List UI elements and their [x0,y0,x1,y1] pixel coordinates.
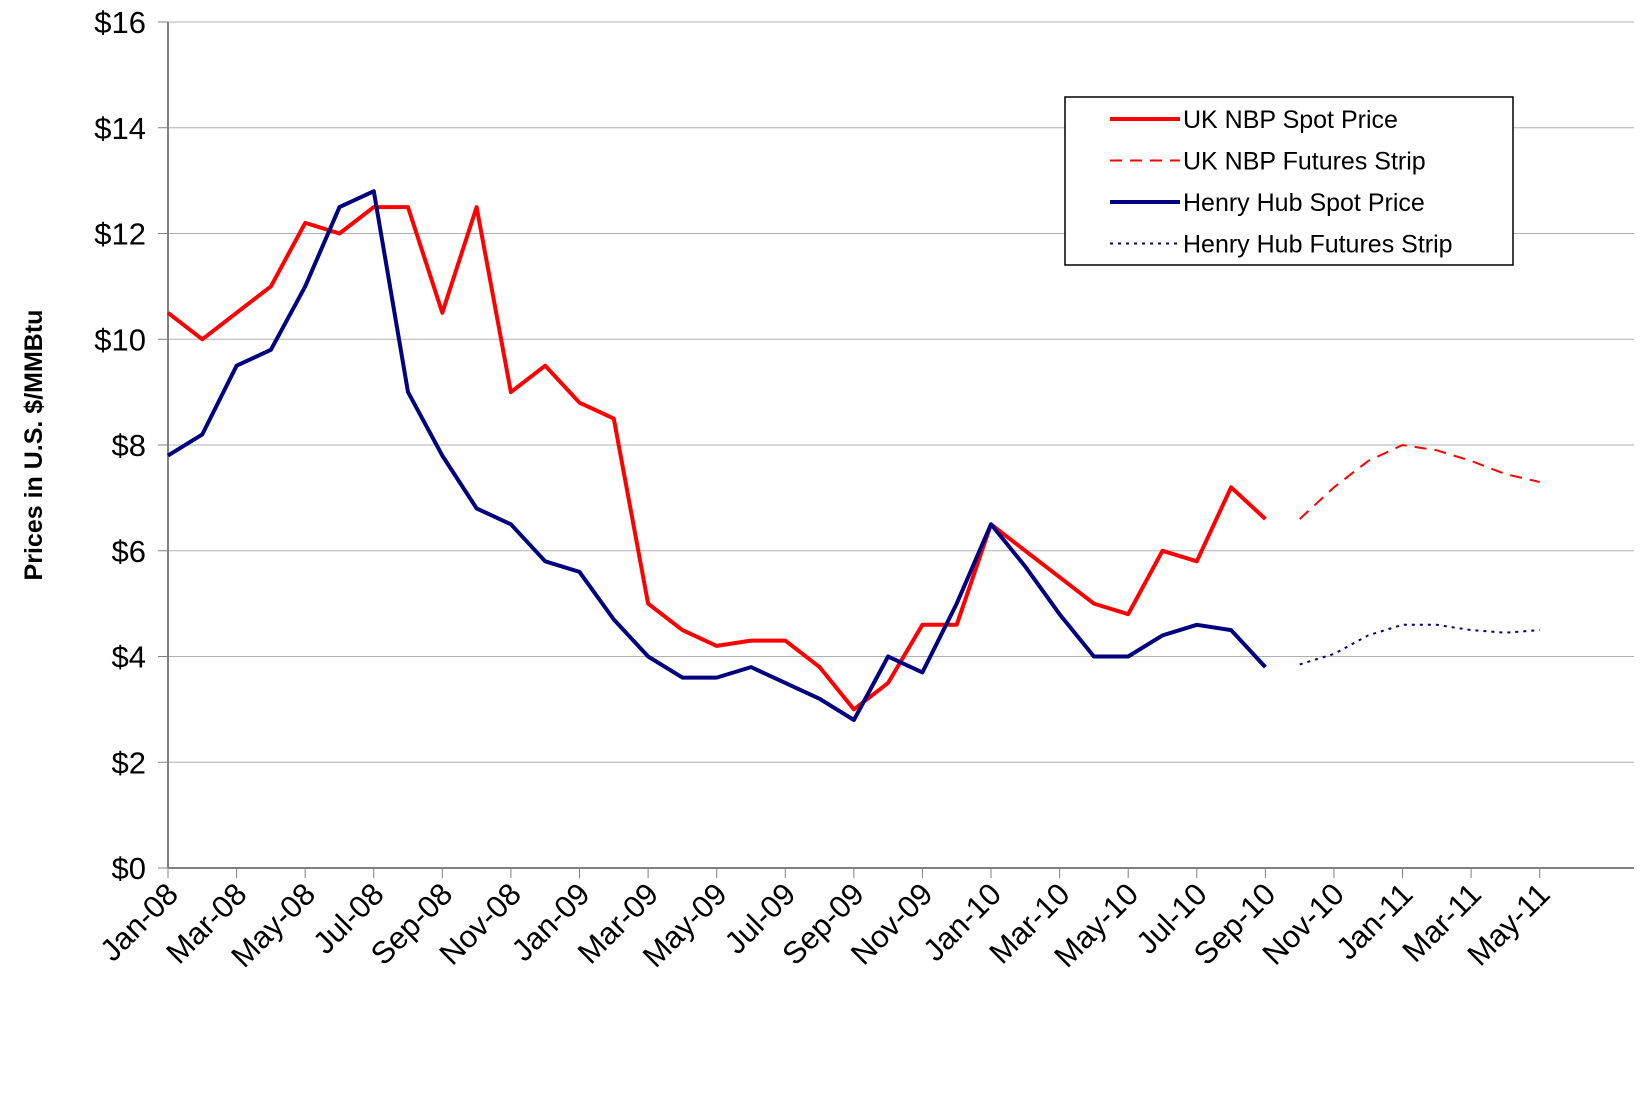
y-tick-label: $10 [94,322,146,357]
y-tick-label: $6 [112,534,146,569]
y-tick-label: $14 [94,111,146,146]
y-tick-label: $16 [94,5,146,40]
series-line [166,205,1267,712]
legend-label: UK NBP Spot Price [1183,106,1398,134]
y-tick-label: $2 [112,745,146,780]
y-tick-label: $12 [94,217,146,252]
legend-box [1064,96,1514,266]
y-tick-label: $0 [112,851,146,886]
y-tick-label: $4 [112,640,146,675]
series-line [1299,444,1540,520]
legend-label: UK NBP Futures Strip [1183,148,1426,176]
series-line [1299,623,1540,666]
legend-label: Henry Hub Spot Price [1183,189,1425,217]
legend-label: Henry Hub Futures Strip [1183,231,1453,259]
y-axis-label: Prices in U.S. $/MMBtu [20,310,48,581]
series-line [166,189,1267,722]
y-tick-label: $8 [112,428,146,463]
